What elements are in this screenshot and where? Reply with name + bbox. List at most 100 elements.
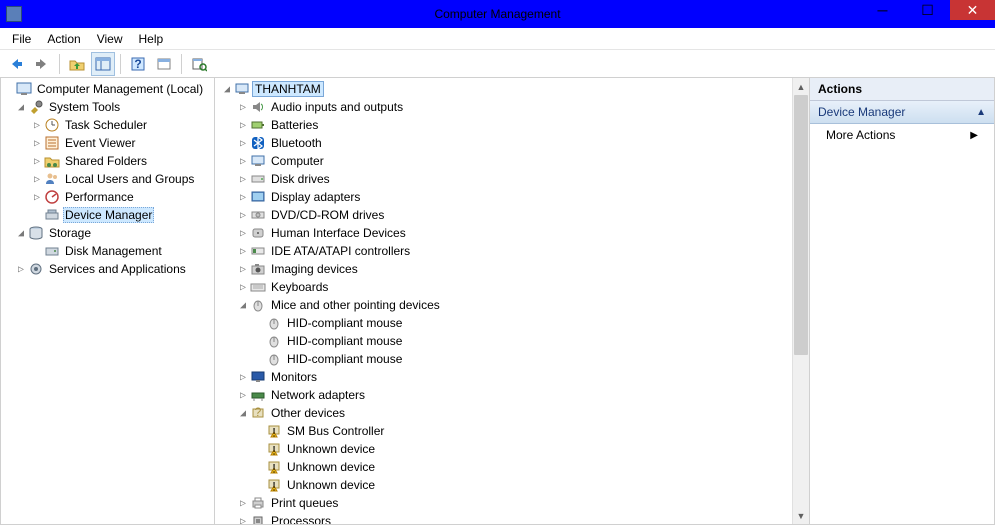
menu-file[interactable]: File — [4, 30, 39, 48]
expander-icon[interactable]: ▷ — [237, 102, 249, 113]
expander-icon[interactable]: ▷ — [237, 498, 249, 509]
up-folder-button[interactable] — [65, 52, 89, 76]
expander-icon[interactable]: ▷ — [237, 210, 249, 221]
tree-item-disk-management[interactable]: ▷ Disk Management — [1, 242, 214, 260]
device-cat-network[interactable]: ▷Network adapters — [219, 386, 809, 404]
device-cat-disk-drives[interactable]: ▷Disk drives — [219, 170, 809, 188]
tree-item-device-manager[interactable]: ▷ Device Manager — [1, 206, 214, 224]
device-cat-display[interactable]: ▷Display adapters — [219, 188, 809, 206]
expander-icon[interactable]: ▷ — [237, 516, 249, 525]
minimize-button[interactable]: ─ — [860, 0, 905, 20]
tree-item-performance[interactable]: ▷ Performance — [1, 188, 214, 206]
separator — [59, 54, 60, 74]
content-area: ▶ Computer Management (Local) ◢ System T… — [0, 78, 995, 525]
svg-text:!: ! — [272, 462, 275, 476]
tree-label: SM Bus Controller — [285, 424, 386, 438]
device-item-hid-mouse[interactable]: HID-compliant mouse — [219, 350, 809, 368]
tree-label: THANHTAM — [253, 82, 323, 96]
menu-action[interactable]: Action — [39, 30, 88, 48]
services-icon — [28, 261, 44, 277]
expander-icon[interactable]: ▷ — [237, 372, 249, 383]
device-item-hid-mouse[interactable]: HID-compliant mouse — [219, 332, 809, 350]
device-item-unknown[interactable]: !Unknown device — [219, 458, 809, 476]
device-cat-processors[interactable]: ▷Processors — [219, 512, 809, 525]
keyboard-icon — [250, 279, 266, 295]
device-cat-batteries[interactable]: ▷Batteries — [219, 116, 809, 134]
menu-help[interactable]: Help — [131, 30, 172, 48]
expander-icon[interactable]: ▷ — [237, 228, 249, 239]
show-tree-button[interactable] — [91, 52, 115, 76]
expander-icon[interactable]: ▷ — [237, 174, 249, 185]
tree-label: Event Viewer — [63, 136, 137, 150]
device-cat-hid[interactable]: ▷Human Interface Devices — [219, 224, 809, 242]
tree-item-system-tools[interactable]: ◢ System Tools — [1, 98, 214, 116]
actions-section[interactable]: Device Manager ▲ — [810, 101, 994, 124]
tree-root[interactable]: ▶ Computer Management (Local) — [1, 80, 214, 98]
device-cat-imaging[interactable]: ▷Imaging devices — [219, 260, 809, 278]
device-item-unknown[interactable]: !Unknown device — [219, 440, 809, 458]
expander-icon[interactable]: ▷ — [237, 246, 249, 257]
expander-icon[interactable]: ▷ — [31, 120, 43, 131]
expander-icon[interactable]: ▷ — [237, 138, 249, 149]
tree-item-services-apps[interactable]: ▷ Services and Applications — [1, 260, 214, 278]
warning-device-icon: ! — [266, 459, 282, 475]
tree-item-event-viewer[interactable]: ▷ Event Viewer — [1, 134, 214, 152]
device-item-unknown[interactable]: !Unknown device — [219, 476, 809, 494]
expander-icon[interactable]: ▷ — [237, 192, 249, 203]
tree-item-local-users[interactable]: ▷ Local Users and Groups — [1, 170, 214, 188]
scroll-up-icon[interactable]: ▲ — [793, 78, 809, 95]
other-icon: ? — [250, 405, 266, 421]
close-button[interactable]: ✕ — [950, 0, 995, 20]
collapse-icon[interactable]: ▲ — [976, 107, 986, 118]
tree-item-task-scheduler[interactable]: ▷ Task Scheduler — [1, 116, 214, 134]
back-button[interactable] — [4, 52, 28, 76]
device-tree[interactable]: ◢ THANHTAM ▷Audio inputs and outputs ▷Ba… — [215, 78, 809, 525]
expander-icon[interactable]: ◢ — [221, 84, 233, 95]
help-button[interactable]: ? — [126, 52, 150, 76]
device-cat-dvd[interactable]: ▷DVD/CD-ROM drives — [219, 206, 809, 224]
device-cat-audio[interactable]: ▷Audio inputs and outputs — [219, 98, 809, 116]
expander-icon[interactable]: ▷ — [237, 282, 249, 293]
menu-view[interactable]: View — [89, 30, 131, 48]
svg-text:?: ? — [134, 57, 141, 71]
scroll-thumb[interactable] — [794, 95, 808, 355]
expander-icon[interactable]: ▷ — [237, 156, 249, 167]
expander-icon[interactable]: ◢ — [237, 300, 249, 311]
expander-icon[interactable]: ◢ — [237, 408, 249, 419]
device-cat-mice[interactable]: ◢Mice and other pointing devices — [219, 296, 809, 314]
device-cat-bluetooth[interactable]: ▷Bluetooth — [219, 134, 809, 152]
forward-button[interactable] — [30, 52, 54, 76]
forward-arrow-icon — [34, 56, 50, 72]
scope-tree[interactable]: ▶ Computer Management (Local) ◢ System T… — [1, 78, 214, 280]
expander-icon[interactable]: ▷ — [237, 390, 249, 401]
expander-icon[interactable]: ▷ — [15, 264, 27, 275]
action-more[interactable]: More Actions ▶ — [810, 124, 994, 146]
device-cat-keyboards[interactable]: ▷Keyboards — [219, 278, 809, 296]
audio-icon — [250, 99, 266, 115]
expander-icon[interactable]: ▷ — [31, 174, 43, 185]
expander-icon: ▷ — [31, 246, 43, 257]
expander-icon[interactable]: ▷ — [237, 264, 249, 275]
expander-icon[interactable]: ▷ — [31, 138, 43, 149]
device-cat-other[interactable]: ◢?Other devices — [219, 404, 809, 422]
tree-item-shared-folders[interactable]: ▷ Shared Folders — [1, 152, 214, 170]
tree-item-storage[interactable]: ◢ Storage — [1, 224, 214, 242]
device-cat-monitors[interactable]: ▷Monitors — [219, 368, 809, 386]
properties-button[interactable] — [152, 52, 176, 76]
device-item-sm-bus[interactable]: !SM Bus Controller — [219, 422, 809, 440]
scrollbar[interactable]: ▲ ▼ — [792, 78, 809, 524]
expander-icon[interactable]: ◢ — [15, 228, 27, 239]
expander-icon[interactable]: ▷ — [237, 120, 249, 131]
device-cat-ide[interactable]: ▷IDE ATA/ATAPI controllers — [219, 242, 809, 260]
expander-icon[interactable]: ▷ — [31, 192, 43, 203]
tree-label: HID-compliant mouse — [285, 316, 404, 330]
maximize-button[interactable]: ☐ — [905, 0, 950, 20]
device-item-hid-mouse[interactable]: HID-compliant mouse — [219, 314, 809, 332]
device-root[interactable]: ◢ THANHTAM — [219, 80, 809, 98]
device-cat-computer[interactable]: ▷Computer — [219, 152, 809, 170]
device-cat-print-queues[interactable]: ▷Print queues — [219, 494, 809, 512]
expander-icon[interactable]: ◢ — [15, 102, 27, 113]
expander-icon[interactable]: ▷ — [31, 156, 43, 167]
scroll-down-icon[interactable]: ▼ — [793, 507, 809, 524]
scan-button[interactable] — [187, 52, 211, 76]
